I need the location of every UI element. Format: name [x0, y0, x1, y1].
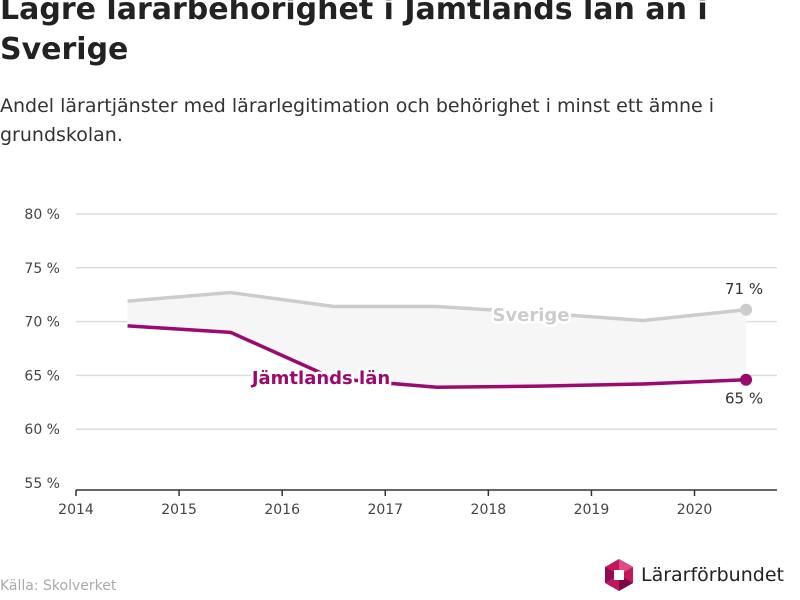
x-tick-label: 2017 [367, 502, 403, 518]
series-label-sverige: Sverige [492, 305, 569, 326]
gap-area [127, 292, 747, 388]
end-marker-jamtlands-lan [740, 373, 753, 386]
chart-labels: 71 % 65 % Sverige Jämtlands län [247, 280, 763, 408]
end-value-label-jamtlands-lan: 65 % [725, 390, 763, 408]
series-line-jamtlands-lan [127, 324, 747, 389]
y-tick-label: 55 % [24, 476, 60, 492]
end-value-label-sverige: 71 % [725, 280, 763, 298]
y-tick-label: 80 % [24, 207, 60, 223]
y-tick-label: 70 % [24, 315, 60, 331]
brand-logo: Lärarförbundet [603, 558, 784, 592]
y-tick-label: 60 % [24, 422, 60, 438]
chart-subtitle: Andel lärartjänster med lärarlegitimatio… [0, 95, 715, 146]
line-chart: 55 % 60 % 65 % 70 % 75 % 80 % 2014 2015 2016 2017… [24, 207, 777, 518]
x-tick-label: 2020 [677, 502, 713, 518]
x-tick-label: 2016 [264, 502, 300, 518]
y-tick-label: 65 % [24, 368, 60, 384]
series-label-jamtlands-lan: Jämtlands län [250, 368, 390, 389]
lararforbundet-logo-icon [605, 559, 633, 591]
axes: 55 % 60 % 65 % 70 % 75 % 80 % 2014 2015 2016 2017… [24, 207, 777, 518]
source-note: Källa: Skolverket [0, 578, 117, 594]
x-tick-label: 2019 [574, 502, 610, 518]
end-marker-sverige [740, 303, 753, 316]
chart-title: Lägre lärarbehörighet i Jämtlands län än… [0, 0, 708, 67]
y-tick-label: 75 % [24, 261, 60, 277]
brand-name: Lärarförbundet [641, 564, 784, 586]
x-tick-label: 2018 [471, 502, 507, 518]
x-tick-label: 2014 [58, 502, 94, 518]
x-tick-label: 2015 [161, 502, 197, 518]
series-lines [127, 290, 753, 389]
gap-fill [127, 292, 747, 388]
series-line-sverige [127, 290, 747, 323]
